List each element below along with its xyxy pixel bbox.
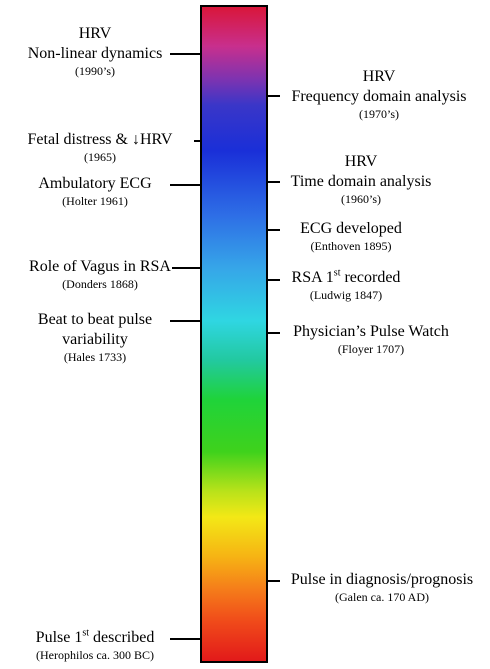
vagus-rsa-date: (Donders 1868) <box>62 277 138 291</box>
rsa-recorded-label: RSA 1st recorded <box>291 267 401 286</box>
left-item-ambulatory-ecg: Ambulatory ECG (Holter 1961) <box>10 174 180 209</box>
beat-to-beat-label: Beat to beat pulse <box>37 311 153 328</box>
pulse-diagnosis-date: (Galen ca. 170 AD) <box>335 590 429 604</box>
tick-right-pulse-watch <box>268 332 280 334</box>
pulse-watch-label: Physician’s Pulse Watch <box>293 323 449 340</box>
tick-right-frequency <box>268 95 280 97</box>
tick-right-rsa <box>268 279 280 281</box>
pulse-first-described-label: Pulse 1st described <box>35 627 155 646</box>
nonlinear-dynamics-label: Non-linear dynamics <box>27 45 163 62</box>
beat-to-beat-date: (Hales 1733) <box>63 350 127 364</box>
pulse-first-described-date: (Herophilos ca. 300 BC) <box>36 648 154 662</box>
time-domain-label: Time domain analysis <box>290 173 432 190</box>
tick-left-nonlinear <box>170 53 200 55</box>
tick-left-beat <box>170 320 200 322</box>
tick-right-galen <box>268 580 280 582</box>
right-item-rsa-recorded: RSA 1st recorded (Ludwig 1847) <box>276 268 416 303</box>
right-item-hrv-frequency: HRV Frequency domain analysis (1970’s) <box>276 67 482 122</box>
tick-right-time <box>268 181 280 183</box>
ambulatory-ecg-date: (Holter 1961) <box>62 194 128 208</box>
left-item-beat-to-beat: Beat to beat pulse variability (Hales 17… <box>10 310 180 365</box>
frequency-domain-date: (1970’s) <box>359 107 399 121</box>
left-item-hrv-nonlinear: HRV Non-linear dynamics (1990’s) <box>10 24 180 79</box>
fetal-distress-date: (1965) <box>84 150 116 164</box>
nonlinear-date: (1990’s) <box>75 64 115 78</box>
hrv-frequency-label: HRV <box>362 68 396 85</box>
ecg-developed-date: (Enthoven 1895) <box>310 239 392 253</box>
pulse-diagnosis-label: Pulse in diagnosis/prognosis <box>290 571 474 588</box>
time-domain-date: (1960’s) <box>341 192 381 206</box>
hrv-time-label: HRV <box>344 153 378 170</box>
hrv-label: HRV <box>78 25 112 42</box>
frequency-domain-label: Frequency domain analysis <box>291 88 467 105</box>
timeline-gradient-bar <box>200 5 268 663</box>
pulse-watch-date: (Floyer 1707) <box>337 342 405 356</box>
left-item-vagus-rsa: Role of Vagus in RSA (Donders 1868) <box>0 257 200 292</box>
tick-right-ecg <box>268 229 280 231</box>
right-item-ecg: ECG developed (Enthoven 1895) <box>276 219 426 254</box>
rsa-recorded-date: (Ludwig 1847) <box>309 288 383 302</box>
tick-left-fetal <box>194 140 200 142</box>
vagus-rsa-label: Role of Vagus in RSA <box>29 258 171 275</box>
right-item-hrv-time: HRV Time domain analysis (1960’s) <box>276 152 446 207</box>
ecg-developed-label: ECG developed <box>300 220 402 237</box>
left-item-fetal-distress: Fetal distress & ↓HRV (1965) <box>0 130 200 165</box>
ambulatory-ecg-label: Ambulatory ECG <box>38 175 152 192</box>
fetal-distress-label: Fetal distress & ↓HRV <box>27 131 173 148</box>
left-item-pulse-first: Pulse 1st described (Herophilos ca. 300 … <box>10 628 180 663</box>
tick-left-pulse-first <box>170 638 200 640</box>
right-item-pulse-watch: Physician’s Pulse Watch (Floyer 1707) <box>276 322 466 357</box>
tick-left-ambulatory <box>170 184 200 186</box>
variability-label: variability <box>62 331 128 348</box>
tick-left-vagus <box>172 267 200 269</box>
right-item-galen: Pulse in diagnosis/prognosis (Galen ca. … <box>276 570 488 605</box>
